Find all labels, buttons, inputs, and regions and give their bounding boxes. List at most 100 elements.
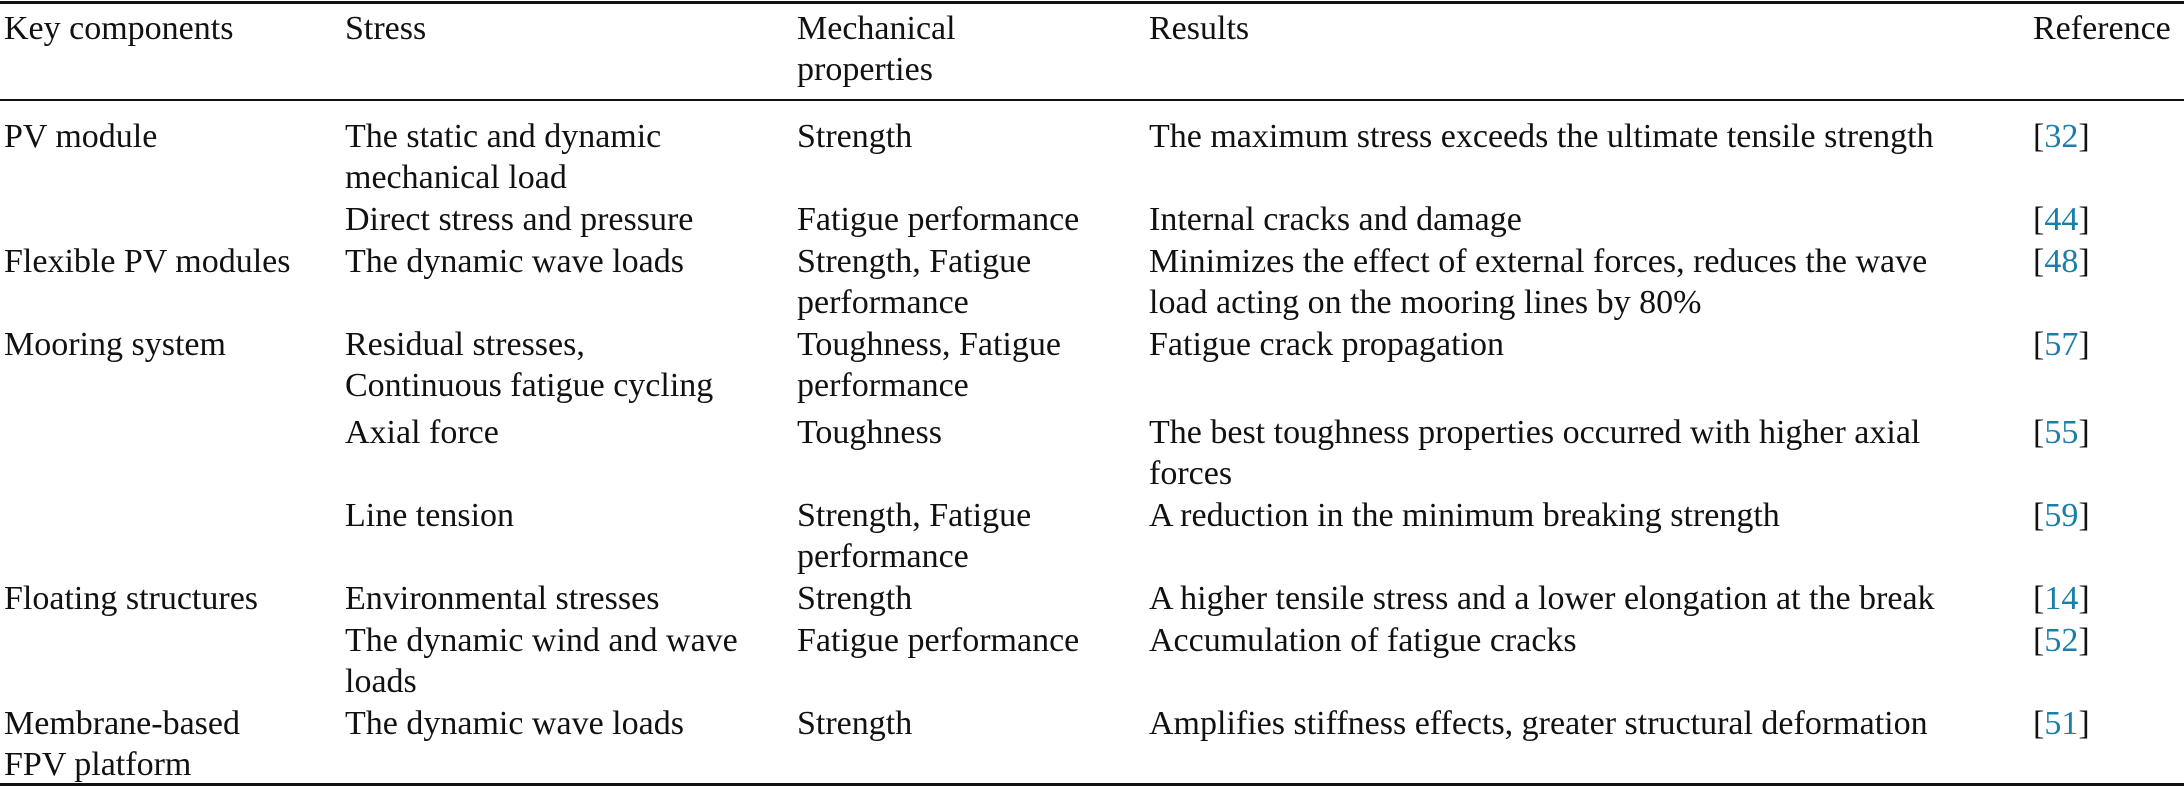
table-row: Line tension Strength, Fatigue performance… — [0, 494, 2184, 577]
cell-results: Amplifies stiffness effects, greater str… — [1149, 702, 2033, 785]
bracket-open: [ — [2033, 414, 2045, 451]
properties-text: Strength, Fatigue — [797, 497, 1032, 534]
stress-text: The static and dynamic — [345, 118, 662, 155]
properties-text: Toughness, Fatigue — [797, 326, 1061, 363]
bracket-open: [ — [2033, 580, 2045, 617]
cell-reference: [57] — [2033, 323, 2184, 406]
results-text: The maximum stress exceeds the ultimate … — [1149, 118, 1934, 155]
cell-component — [0, 619, 345, 702]
reference-link[interactable]: 51 — [2044, 705, 2079, 742]
results-text: load acting on the mooring lines by 80% — [1149, 284, 1702, 321]
stress-text: Environmental stresses — [345, 580, 660, 617]
properties-text: Fatigue performance — [797, 201, 1080, 238]
component-text: Mooring system — [4, 326, 226, 363]
cell-reference: [55] — [2033, 406, 2184, 494]
properties-text: Strength — [797, 118, 913, 155]
bracket-open: [ — [2033, 622, 2045, 659]
reference-link[interactable]: 59 — [2044, 497, 2079, 534]
component-text: Flexible PV modules — [4, 243, 291, 280]
reference-link[interactable]: 52 — [2044, 622, 2079, 659]
stress-text: The dynamic wind and wave — [345, 622, 738, 659]
header-reference: Reference — [2033, 8, 2184, 100]
results-text: Internal cracks and damage — [1149, 201, 1522, 238]
bracket-close: ] — [2078, 705, 2090, 742]
bottom-rule — [0, 783, 2184, 786]
cell-results: Internal cracks and damage — [1149, 198, 2033, 240]
cell-component — [0, 406, 345, 494]
stress-text: Axial force — [345, 414, 499, 451]
component-text: FPV platform — [4, 746, 192, 783]
bracket-open: [ — [2033, 201, 2045, 238]
cell-properties: Fatigue performance — [797, 198, 1149, 240]
header-line: Stress — [345, 10, 427, 47]
bracket-close: ] — [2078, 414, 2090, 451]
cell-stress: Environmental stresses — [345, 577, 797, 619]
reference-link[interactable]: 32 — [2044, 118, 2079, 155]
cell-stress: The dynamic wave loads — [345, 240, 797, 323]
cell-reference: [44] — [2033, 198, 2184, 240]
data-table: Key components Stress Mechanical properties… — [0, 8, 2184, 785]
header-line: Mechanical — [797, 10, 956, 47]
properties-text: performance — [797, 284, 969, 321]
table-row: Membrane-based FPV platform The dynamic wa… — [0, 702, 2184, 785]
results-text: A higher tensile stress and a lower elon… — [1149, 580, 1935, 617]
bracket-close: ] — [2078, 580, 2090, 617]
header-line: Results — [1149, 10, 1250, 47]
bracket-close: ] — [2078, 243, 2090, 280]
bracket-open: [ — [2033, 326, 2045, 363]
stress-text: The dynamic wave loads — [345, 705, 684, 742]
table-row: PV module The static and dynamic mechanica… — [0, 100, 2184, 198]
cell-results: Fatigue crack propagation — [1149, 323, 2033, 406]
bracket-close: ] — [2078, 497, 2090, 534]
cell-properties: Strength — [797, 577, 1149, 619]
stress-text: mechanical load — [345, 159, 567, 196]
cell-stress: The static and dynamic mechanical load — [345, 100, 797, 198]
results-text: Accumulation of fatigue cracks — [1149, 622, 1577, 659]
cell-properties: Fatigue performance — [797, 619, 1149, 702]
properties-text: performance — [797, 538, 969, 575]
table-row: Mooring system Residual stresses, Continuo… — [0, 323, 2184, 406]
results-text: The best toughness properties occurred w… — [1149, 414, 1921, 451]
cell-reference: [51] — [2033, 702, 2184, 785]
properties-text: performance — [797, 367, 969, 404]
results-text: A reduction in the minimum breaking stre… — [1149, 497, 1780, 534]
bracket-close: ] — [2078, 326, 2090, 363]
stress-text: Direct stress and pressure — [345, 201, 694, 238]
cell-component: Membrane-based FPV platform — [0, 702, 345, 785]
reference-link[interactable]: 48 — [2044, 243, 2079, 280]
stress-text: Residual stresses, — [345, 326, 585, 363]
cell-stress: Line tension — [345, 494, 797, 577]
reference-link[interactable]: 57 — [2044, 326, 2079, 363]
component-text: Floating structures — [4, 580, 259, 617]
cell-results: A reduction in the minimum breaking stre… — [1149, 494, 2033, 577]
bracket-close: ] — [2078, 622, 2090, 659]
reference-link[interactable]: 44 — [2044, 201, 2079, 238]
reference-link[interactable]: 55 — [2044, 414, 2079, 451]
results-text: Minimizes the effect of external forces,… — [1149, 243, 1928, 280]
header-rule — [0, 99, 2184, 101]
header-line: Key components — [4, 10, 234, 47]
cell-component — [0, 198, 345, 240]
header-results: Results — [1149, 8, 2033, 100]
bracket-open: [ — [2033, 497, 2045, 534]
table-body: PV module The static and dynamic mechanica… — [0, 100, 2184, 785]
top-rule — [0, 1, 2184, 4]
cell-reference: [52] — [2033, 619, 2184, 702]
properties-text: Strength — [797, 705, 913, 742]
bracket-open: [ — [2033, 705, 2045, 742]
cell-properties: Toughness — [797, 406, 1149, 494]
cell-results: Accumulation of fatigue cracks — [1149, 619, 2033, 702]
cell-component: Floating structures — [0, 577, 345, 619]
properties-text: Fatigue performance — [797, 622, 1080, 659]
header-line: Reference — [2033, 10, 2171, 47]
properties-text: Toughness — [797, 414, 942, 451]
reference-link[interactable]: 14 — [2044, 580, 2079, 617]
bracket-close: ] — [2078, 201, 2090, 238]
cell-properties: Strength — [797, 702, 1149, 785]
cell-stress: Axial force — [345, 406, 797, 494]
results-text: forces — [1149, 455, 1233, 492]
stress-text: Continuous fatigue cycling — [345, 367, 714, 404]
header-line: properties — [797, 51, 933, 88]
header-row: Key components Stress Mechanical properties… — [0, 8, 2184, 100]
cell-stress: Direct stress and pressure — [345, 198, 797, 240]
